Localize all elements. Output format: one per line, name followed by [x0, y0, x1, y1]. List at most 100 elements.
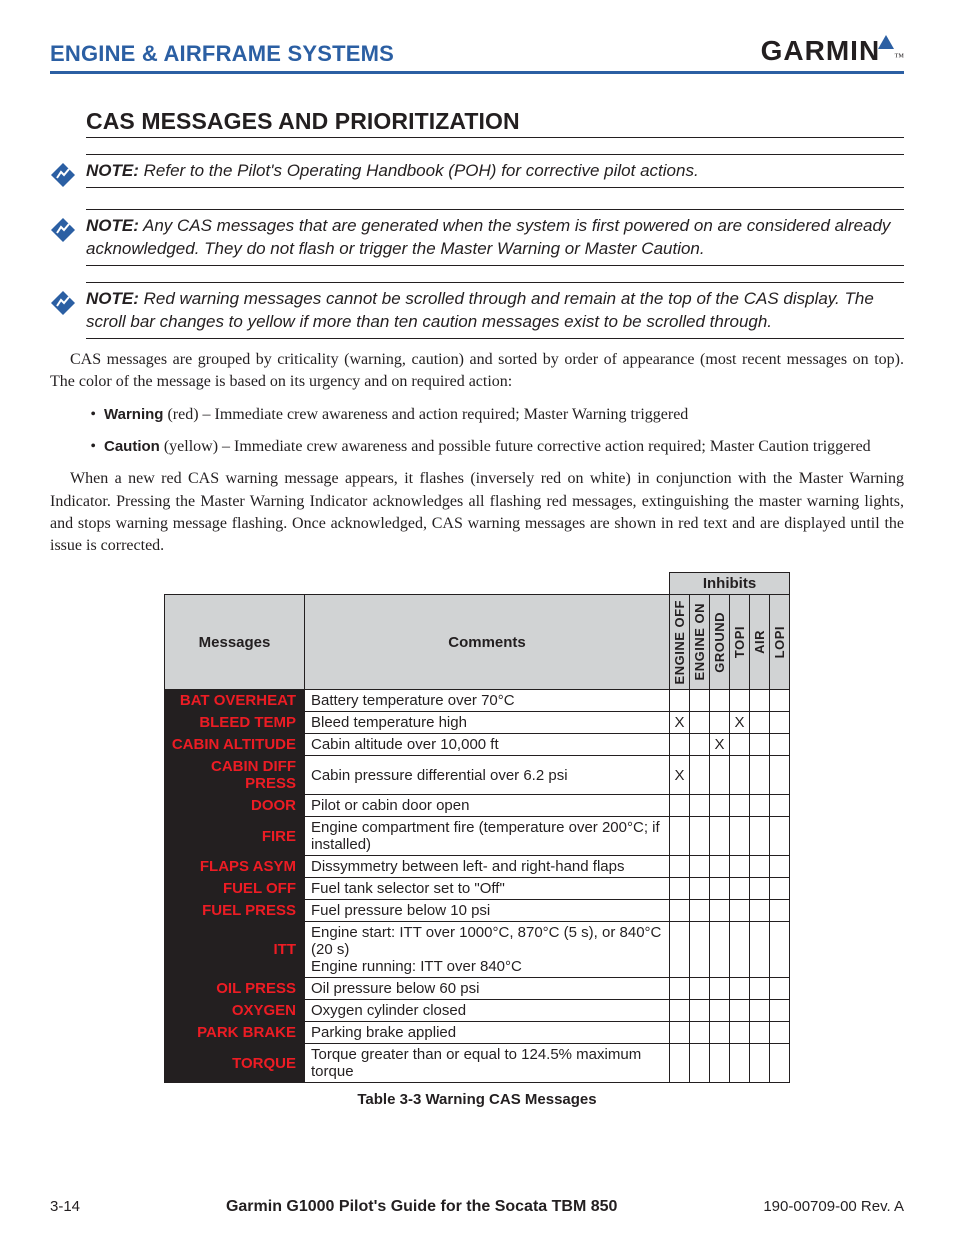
cas-inhibit-cell — [750, 922, 770, 978]
table-row: CABIN DIFF PRESSCabin pressure different… — [165, 756, 790, 795]
table-header-inhibit-col: ENGINE OFF — [670, 594, 690, 689]
page-title: CAS MESSAGES AND PRIORITIZATION — [86, 108, 904, 138]
cas-message-comment: Fuel pressure below 10 psi — [305, 900, 670, 922]
cas-inhibit-cell — [770, 922, 790, 978]
cas-message-name: CABIN ALTITUDE — [165, 734, 305, 756]
table-row: FUEL OFFFuel tank selector set to "Off" — [165, 878, 790, 900]
cas-message-comment: Cabin altitude over 10,000 ft — [305, 734, 670, 756]
cas-message-name: DOOR — [165, 795, 305, 817]
cas-inhibit-cell — [710, 795, 730, 817]
page-footer: 3-14 Garmin G1000 Pilot's Guide for the … — [50, 1198, 904, 1216]
cas-inhibit-cell: X — [730, 712, 750, 734]
cas-inhibit-cell — [690, 756, 710, 795]
page-header: ENGINE & AIRFRAME SYSTEMS GARMIN ™ — [50, 35, 904, 74]
cas-inhibit-cell — [690, 795, 710, 817]
note-icon — [50, 217, 76, 248]
table-row: TORQUETorque greater than or equal to 12… — [165, 1044, 790, 1083]
footer-center: Garmin G1000 Pilot's Guide for the Socat… — [226, 1198, 617, 1216]
cas-inhibit-cell — [690, 978, 710, 1000]
note-block: NOTE: Red warning messages cannot be scr… — [50, 282, 904, 339]
table-row: BAT OVERHEATBattery temperature over 70°… — [165, 690, 790, 712]
cas-inhibit-cell — [750, 756, 770, 795]
cas-message-name: ITT — [165, 922, 305, 978]
cas-inhibit-cell — [750, 690, 770, 712]
cas-inhibit-cell — [690, 1000, 710, 1022]
cas-inhibit-cell — [690, 712, 710, 734]
cas-message-comment: Engine compartment fire (temperature ove… — [305, 817, 670, 856]
cas-inhibit-cell — [670, 922, 690, 978]
cas-inhibit-cell — [770, 690, 790, 712]
table-header-comments: Comments — [305, 594, 670, 689]
cas-inhibit-cell — [750, 734, 770, 756]
note-body: NOTE: Red warning messages cannot be scr… — [86, 282, 904, 339]
cas-message-comment: Battery temperature over 70°C — [305, 690, 670, 712]
cas-inhibit-cell — [750, 856, 770, 878]
note-text: Any CAS messages that are generated when… — [86, 216, 890, 258]
cas-message-comment: Torque greater than or equal to 124.5% m… — [305, 1044, 670, 1083]
cas-inhibit-cell — [770, 1000, 790, 1022]
table-header-messages: Messages — [165, 594, 305, 689]
garmin-logo: GARMIN ™ — [761, 35, 904, 67]
cas-inhibit-cell — [710, 900, 730, 922]
cas-inhibit-cell — [710, 856, 730, 878]
cas-inhibit-cell — [670, 690, 690, 712]
cas-inhibit-cell — [690, 690, 710, 712]
cas-inhibit-cell — [770, 756, 790, 795]
cas-inhibit-cell — [670, 978, 690, 1000]
cas-inhibit-cell — [770, 1022, 790, 1044]
cas-inhibit-cell — [750, 1044, 770, 1083]
cas-inhibit-cell — [750, 1022, 770, 1044]
cas-inhibit-cell — [670, 795, 690, 817]
body-paragraph-2: When a new red CAS warning message appea… — [50, 468, 904, 558]
cas-inhibit-cell — [730, 734, 750, 756]
cas-inhibit-cell — [710, 922, 730, 978]
cas-message-comment: Pilot or cabin door open — [305, 795, 670, 817]
cas-inhibit-cell — [730, 1000, 750, 1022]
cas-inhibit-cell — [750, 878, 770, 900]
bullet-bold: Caution — [104, 438, 160, 455]
cas-message-name: FUEL PRESS — [165, 900, 305, 922]
table-row: DOORPilot or cabin door open — [165, 795, 790, 817]
note-text: Red warning messages cannot be scrolled … — [86, 289, 874, 331]
table-header-inhibit-col: TOPI — [730, 594, 750, 689]
table-row: PARK BRAKEParking brake applied — [165, 1022, 790, 1044]
cas-inhibit-cell — [710, 978, 730, 1000]
footer-page-number: 3-14 — [50, 1198, 80, 1215]
cas-inhibit-cell — [730, 817, 750, 856]
note-label: NOTE: — [86, 289, 139, 308]
table-row: FIREEngine compartment fire (temperature… — [165, 817, 790, 856]
cas-inhibit-cell — [730, 1022, 750, 1044]
section-title: ENGINE & AIRFRAME SYSTEMS — [50, 41, 394, 67]
cas-inhibit-cell — [770, 1044, 790, 1083]
cas-inhibit-cell — [690, 900, 710, 922]
cas-inhibit-cell — [770, 734, 790, 756]
bullet-item: Warning (red) – Immediate crew awareness… — [104, 404, 904, 426]
cas-inhibit-cell — [730, 795, 750, 817]
note-block: NOTE: Refer to the Pilot's Operating Han… — [50, 154, 904, 193]
cas-inhibit-cell — [750, 900, 770, 922]
cas-message-name: TORQUE — [165, 1044, 305, 1083]
note-label: NOTE: — [86, 216, 139, 235]
cas-message-name: PARK BRAKE — [165, 1022, 305, 1044]
bullet-text: (yellow) – Immediate crew awareness and … — [160, 438, 871, 455]
cas-inhibit-cell — [710, 1022, 730, 1044]
table-row: CABIN ALTITUDECabin altitude over 10,000… — [165, 734, 790, 756]
table-header-inhibit-col: AIR — [750, 594, 770, 689]
cas-inhibit-cell — [730, 756, 750, 795]
cas-inhibit-cell — [710, 712, 730, 734]
table-header-blank — [165, 572, 670, 594]
cas-inhibit-cell — [690, 1022, 710, 1044]
cas-inhibit-cell — [690, 817, 710, 856]
table-row: OXYGENOxygen cylinder closed — [165, 1000, 790, 1022]
cas-inhibit-cell — [690, 922, 710, 978]
cas-messages-table: Inhibits Messages Comments ENGINE OFFENG… — [164, 572, 790, 1083]
table-row: BLEED TEMPBleed temperature highXX — [165, 712, 790, 734]
cas-inhibit-cell — [770, 978, 790, 1000]
note-label: NOTE: — [86, 161, 139, 180]
table-header-inhibit-col: LOPI — [770, 594, 790, 689]
cas-message-comment: Engine start: ITT over 1000°C, 870°C (5 … — [305, 922, 670, 978]
cas-inhibit-cell — [750, 712, 770, 734]
cas-inhibit-cell — [770, 878, 790, 900]
cas-inhibit-cell — [710, 690, 730, 712]
cas-inhibit-cell — [750, 1000, 770, 1022]
